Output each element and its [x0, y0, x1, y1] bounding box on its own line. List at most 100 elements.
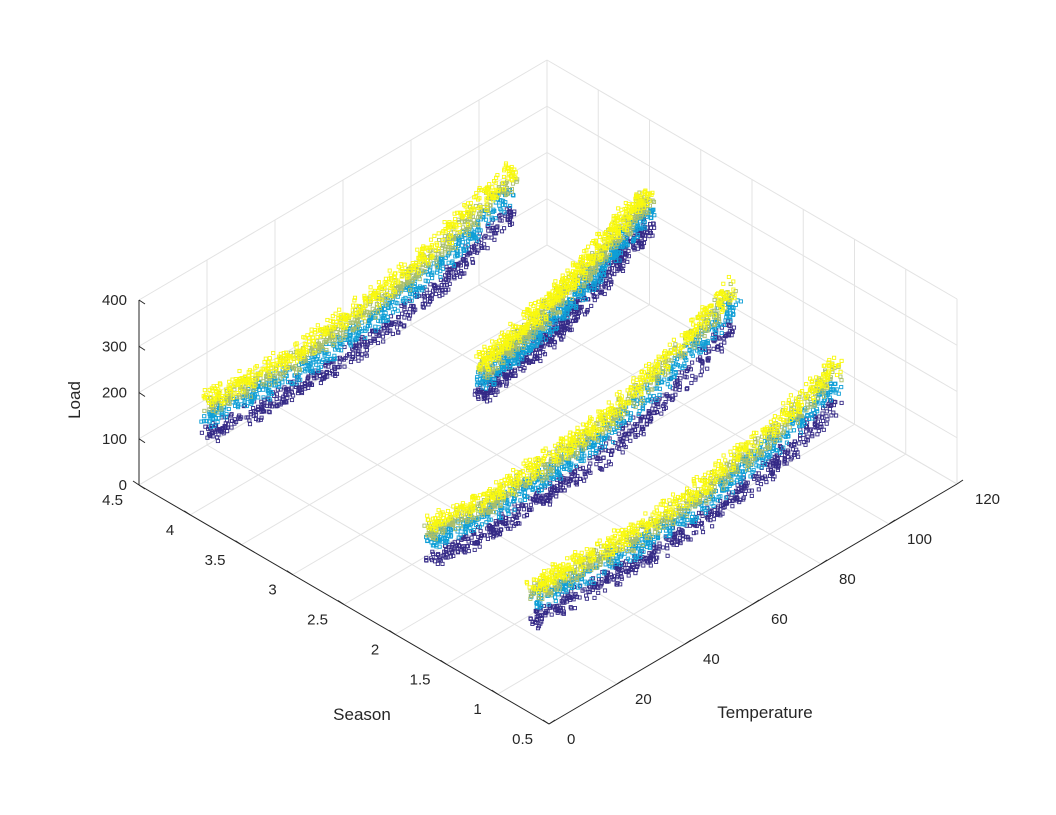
scatter-point	[575, 580, 580, 585]
scatter-point	[814, 382, 819, 387]
scatter-point	[723, 495, 729, 500]
scatter-point	[584, 469, 589, 474]
scatter-point	[784, 440, 789, 445]
scatter-point	[645, 559, 650, 564]
scatter-point	[789, 407, 794, 412]
scatter-point	[786, 398, 791, 403]
scatter-point	[677, 384, 682, 389]
scatter-point	[548, 490, 554, 495]
scatter-point	[444, 548, 449, 553]
scatter-point	[834, 413, 839, 418]
scatter-point	[589, 303, 594, 308]
scatter-point	[532, 497, 537, 502]
scatter-point	[562, 464, 567, 469]
scatter-point	[637, 532, 643, 537]
scatter-point	[561, 476, 566, 481]
scatter-point	[651, 557, 656, 562]
scatter-point	[585, 551, 590, 556]
scatter-point	[614, 575, 620, 580]
scatter-point	[671, 512, 677, 517]
scatter-point	[721, 453, 726, 458]
scatter-point	[563, 480, 568, 485]
scatter-point	[719, 330, 724, 335]
scatter-point	[657, 392, 662, 397]
scatter-point	[573, 469, 578, 474]
scatter-point	[782, 461, 787, 466]
scatter-point	[656, 546, 661, 551]
scatter-point	[621, 443, 627, 448]
scatter-point	[738, 299, 743, 304]
scatter-point	[799, 402, 804, 408]
scatter-point	[817, 414, 822, 419]
scatter-point	[443, 540, 448, 546]
scatter-point	[527, 457, 532, 462]
scatter-point	[587, 456, 592, 461]
scatter-point	[718, 342, 723, 347]
scatter-point	[827, 364, 832, 369]
scatter-point	[775, 424, 780, 429]
scatter-point	[749, 440, 754, 445]
scatter-point	[599, 448, 604, 453]
scatter-point	[589, 547, 594, 552]
scatter-point	[522, 497, 528, 502]
scatter-point	[704, 490, 709, 496]
scatter-point	[704, 482, 709, 487]
scatter-point	[779, 425, 784, 430]
scatter-point	[707, 496, 712, 501]
scatter-point	[736, 454, 741, 459]
scatter-point	[643, 414, 648, 419]
scatter-point	[573, 463, 579, 468]
scatter-point	[573, 569, 578, 574]
scatter-point	[700, 530, 706, 535]
scatter-point	[663, 405, 668, 410]
scatter-point	[631, 379, 636, 384]
scatter-point	[776, 415, 781, 420]
scatter-point	[813, 388, 818, 393]
scatter-point	[515, 510, 520, 515]
scatter-point	[560, 575, 565, 580]
scatter-point	[570, 578, 575, 583]
scatter-point	[603, 448, 608, 453]
scatter-point	[539, 612, 544, 617]
scatter-point	[727, 323, 732, 328]
scatter-point	[836, 362, 842, 368]
scatter-point	[515, 504, 521, 509]
scatter-point	[611, 528, 617, 533]
scatter-point	[654, 559, 659, 564]
scatter-point	[447, 545, 452, 550]
scatter-point	[580, 571, 585, 576]
scatter-point	[554, 494, 559, 499]
scatter-point	[694, 523, 699, 529]
scatter-point	[754, 463, 759, 468]
scatter-point	[462, 535, 467, 540]
scatter-point	[836, 391, 841, 396]
scatter-point	[723, 480, 729, 485]
scatter-point	[782, 408, 787, 413]
scatter-point	[620, 532, 625, 537]
scatter-point	[433, 555, 438, 560]
scatter-point	[540, 500, 545, 505]
scatter-point	[618, 562, 623, 567]
scatter-point	[812, 411, 817, 416]
scatter-point	[551, 469, 556, 474]
scatter-point	[754, 430, 759, 435]
scatter-point	[671, 364, 676, 369]
scatter-point	[733, 302, 738, 307]
scatter-point	[526, 507, 531, 512]
scatter-point	[824, 421, 829, 426]
scatter-point	[562, 600, 567, 605]
scatter-point	[660, 502, 665, 507]
scatter-point	[751, 457, 756, 462]
scatter-point	[715, 506, 720, 511]
scatter-point	[558, 608, 563, 613]
scatter-point	[826, 372, 831, 378]
scatter-point	[578, 466, 583, 472]
scatter-point	[647, 394, 652, 399]
scatter-point	[788, 457, 793, 462]
scatter-point	[750, 474, 756, 479]
scatter-point	[675, 363, 680, 368]
scatter-point	[654, 505, 659, 510]
scatter-point	[613, 548, 618, 553]
scatter-point	[817, 379, 822, 384]
